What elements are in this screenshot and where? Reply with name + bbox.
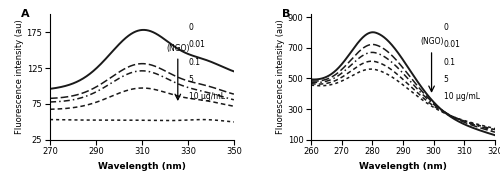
Text: B: B — [282, 9, 290, 19]
Text: 10 μg/mL: 10 μg/mL — [189, 92, 225, 101]
Text: 0.1: 0.1 — [189, 58, 201, 67]
Y-axis label: Fluorescence intensity (au): Fluorescence intensity (au) — [276, 20, 285, 134]
Text: 10 μg/mL: 10 μg/mL — [444, 92, 480, 101]
Text: 0.01: 0.01 — [189, 40, 206, 49]
Text: (NGO): (NGO) — [167, 43, 190, 53]
Text: 5: 5 — [189, 75, 194, 84]
Text: 0: 0 — [444, 23, 448, 32]
X-axis label: Wavelength (nm): Wavelength (nm) — [98, 162, 186, 171]
Text: 0.01: 0.01 — [444, 40, 460, 49]
Text: 5: 5 — [444, 75, 448, 84]
Text: A: A — [20, 9, 29, 19]
Text: 0: 0 — [189, 23, 194, 32]
Text: (NGO): (NGO) — [420, 37, 444, 46]
X-axis label: Wavelength (nm): Wavelength (nm) — [359, 162, 447, 171]
Text: 0.1: 0.1 — [444, 58, 456, 67]
Y-axis label: Fluorescence intensity (au): Fluorescence intensity (au) — [14, 20, 24, 134]
